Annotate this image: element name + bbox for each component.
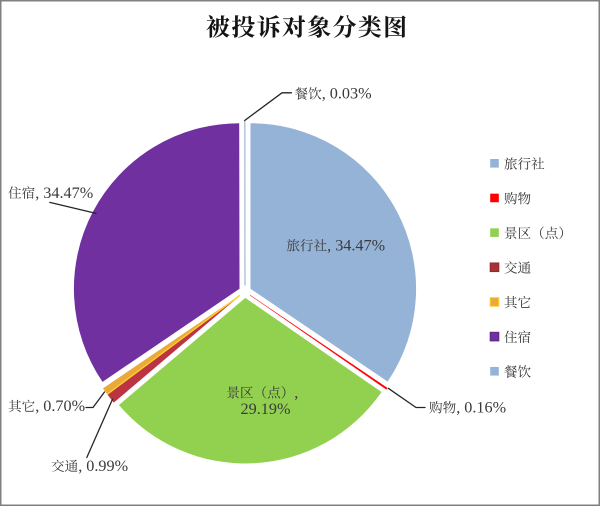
svg-text:, 0.99%: , 0.99%: [78, 457, 128, 475]
svg-text:, 0.70%: , 0.70%: [35, 397, 85, 415]
svg-text:29.19%: 29.19%: [241, 400, 291, 418]
svg-text:, 0.03%: , 0.03%: [322, 85, 372, 103]
svg-text:,: ,: [294, 384, 298, 402]
svg-text:, 34.47%: , 34.47%: [327, 236, 385, 254]
svg-text:, 0.16%: , 0.16%: [456, 398, 506, 416]
svg-text:, 34.47%: , 34.47%: [35, 184, 93, 202]
